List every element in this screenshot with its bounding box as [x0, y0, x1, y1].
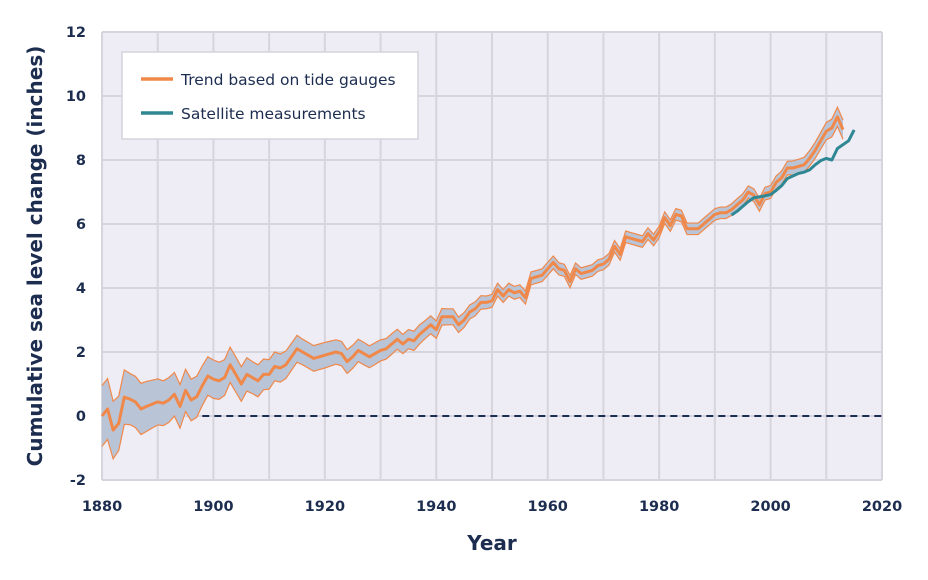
y-tick-label: 0: [76, 409, 86, 425]
y-tick-label: 2: [76, 345, 86, 361]
x-tick-label: 2020: [862, 499, 902, 515]
uncertainty-upper-bound: [101, 105, 844, 403]
uncertainty-band: [102, 107, 843, 459]
satellite-measurements-line: [730, 129, 856, 217]
y-tick-labels: -2 0 2 4 6 8 10 12: [66, 25, 86, 489]
x-tick-label: 1900: [193, 499, 233, 515]
legend-label-tide-gauges: Trend based on tide gauges: [180, 71, 396, 89]
y-tick-label: -2: [70, 473, 86, 489]
tide-gauge-trend-line: [100, 115, 845, 432]
uncertainty-lower-bound: [101, 125, 844, 461]
legend-box: [121, 51, 419, 140]
x-tick-label: 1960: [528, 499, 568, 515]
x-tick-label: 1980: [639, 499, 679, 515]
legend-label-satellite: Satellite measurements: [181, 105, 366, 123]
x-tick-labels: 1880 1900 1920 1940 1960 1980 2000 2020: [82, 499, 902, 515]
x-axis-title: Year: [466, 531, 517, 555]
x-tick-label: 2000: [750, 499, 790, 515]
y-tick-label: 12: [66, 25, 86, 41]
x-tick-label: 1940: [416, 499, 456, 515]
x-tick-label: 1880: [82, 499, 122, 515]
y-tick-label: 10: [66, 89, 86, 105]
y-tick-label: 6: [76, 217, 86, 233]
x-tick-label: 1920: [305, 499, 345, 515]
legend: Trend based on tide gauges Satellite mea…: [121, 51, 419, 140]
y-tick-label: 4: [76, 281, 86, 297]
y-tick-label: 8: [76, 153, 86, 169]
uncertainty-band-group: [101, 105, 844, 461]
series-lines: [100, 115, 856, 432]
y-axis-title: Cumulative sea level change (inches): [23, 46, 47, 467]
